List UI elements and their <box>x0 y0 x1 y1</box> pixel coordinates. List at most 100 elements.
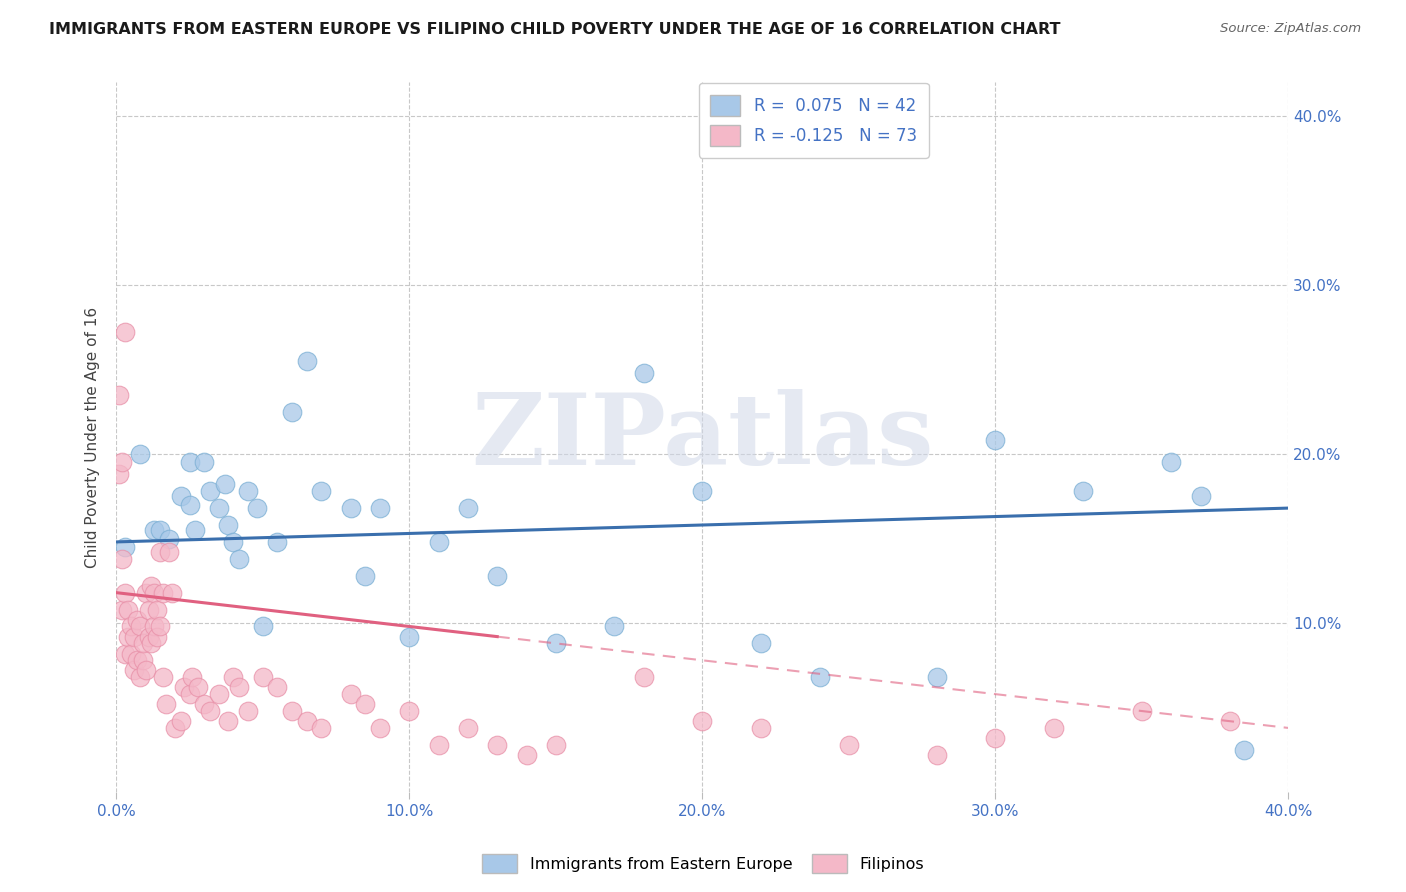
Point <box>398 704 420 718</box>
Point <box>193 455 215 469</box>
Text: IMMIGRANTS FROM EASTERN EUROPE VS FILIPINO CHILD POVERTY UNDER THE AGE OF 16 COR: IMMIGRANTS FROM EASTERN EUROPE VS FILIPI… <box>49 22 1060 37</box>
Point <box>749 636 772 650</box>
Point <box>692 484 714 499</box>
Point <box>149 619 172 633</box>
Point <box>128 619 150 633</box>
Point <box>135 664 157 678</box>
Point <box>138 630 160 644</box>
Point <box>114 647 136 661</box>
Point <box>633 670 655 684</box>
Point <box>603 619 626 633</box>
Point <box>131 636 153 650</box>
Point <box>281 704 304 718</box>
Point <box>157 532 180 546</box>
Point <box>925 670 948 684</box>
Point <box>808 670 831 684</box>
Point <box>114 585 136 599</box>
Point <box>131 653 153 667</box>
Point <box>198 704 221 718</box>
Point <box>228 681 250 695</box>
Point <box>1189 489 1212 503</box>
Point <box>208 501 231 516</box>
Point <box>486 738 509 752</box>
Point <box>193 698 215 712</box>
Point <box>515 747 537 762</box>
Point <box>146 630 169 644</box>
Point <box>217 518 239 533</box>
Point <box>108 388 131 402</box>
Point <box>252 619 274 633</box>
Point <box>457 721 479 735</box>
Point <box>184 523 207 537</box>
Point <box>122 664 145 678</box>
Point <box>692 714 714 729</box>
Point <box>152 585 174 599</box>
Point <box>354 698 377 712</box>
Point <box>398 630 420 644</box>
Point <box>155 698 177 712</box>
Point <box>128 447 150 461</box>
Point <box>111 455 134 469</box>
Point <box>152 670 174 684</box>
Point <box>141 579 163 593</box>
Legend: R =  0.075   N = 42, R = -0.125   N = 73: R = 0.075 N = 42, R = -0.125 N = 73 <box>699 83 928 158</box>
Point <box>544 738 567 752</box>
Point <box>295 714 318 729</box>
Point <box>179 455 201 469</box>
Point <box>120 619 142 633</box>
Point <box>984 731 1007 745</box>
Point <box>281 405 304 419</box>
Point <box>111 602 134 616</box>
Point <box>749 721 772 735</box>
Point <box>141 636 163 650</box>
Point <box>214 477 236 491</box>
Point <box>170 714 193 729</box>
Point <box>1071 484 1094 499</box>
Point <box>457 501 479 516</box>
Point <box>173 681 195 695</box>
Point <box>544 636 567 650</box>
Point <box>181 670 204 684</box>
Point <box>246 501 269 516</box>
Point <box>108 467 131 482</box>
Point <box>138 602 160 616</box>
Point <box>128 670 150 684</box>
Point <box>125 653 148 667</box>
Point <box>179 687 201 701</box>
Point <box>236 484 259 499</box>
Point <box>427 738 450 752</box>
Point <box>217 714 239 729</box>
Point <box>143 523 166 537</box>
Text: Source: ZipAtlas.com: Source: ZipAtlas.com <box>1220 22 1361 36</box>
Point <box>266 681 288 695</box>
Text: ZIPatlas: ZIPatlas <box>471 389 934 485</box>
Point <box>157 545 180 559</box>
Point <box>122 630 145 644</box>
Point <box>120 647 142 661</box>
Point <box>838 738 860 752</box>
Point <box>368 501 391 516</box>
Point <box>146 602 169 616</box>
Point <box>117 602 139 616</box>
Point <box>149 523 172 537</box>
Point <box>295 354 318 368</box>
Point <box>339 501 361 516</box>
Point <box>198 484 221 499</box>
Point <box>208 687 231 701</box>
Point <box>179 498 201 512</box>
Point <box>311 484 333 499</box>
Point <box>1043 721 1066 735</box>
Point <box>170 489 193 503</box>
Point <box>111 551 134 566</box>
Point <box>354 568 377 582</box>
Point <box>149 545 172 559</box>
Point <box>222 535 245 549</box>
Point <box>135 585 157 599</box>
Point <box>114 325 136 339</box>
Point <box>266 535 288 549</box>
Point <box>1219 714 1241 729</box>
Point <box>143 585 166 599</box>
Point <box>368 721 391 735</box>
Point <box>125 613 148 627</box>
Y-axis label: Child Poverty Under the Age of 16: Child Poverty Under the Age of 16 <box>86 307 100 567</box>
